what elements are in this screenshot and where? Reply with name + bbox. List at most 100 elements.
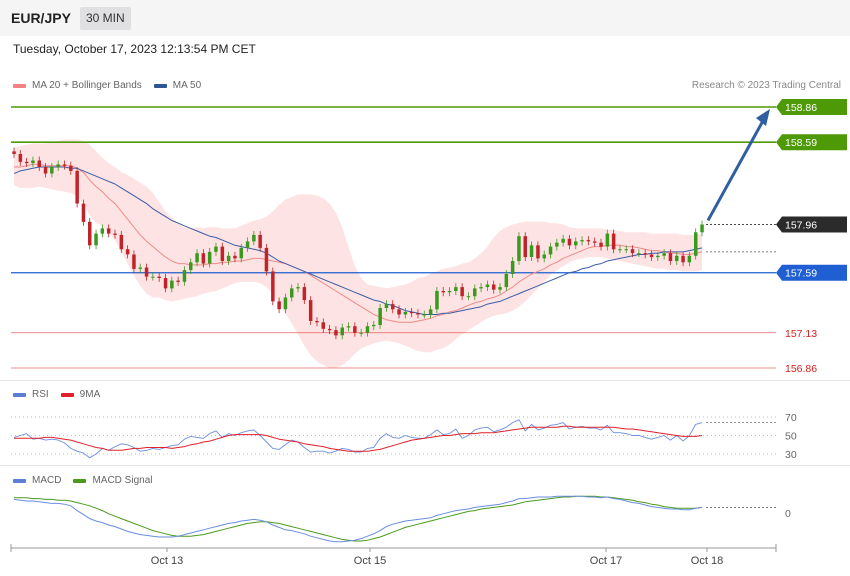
candle-body xyxy=(492,284,496,290)
candle-body xyxy=(567,238,572,246)
candle-body xyxy=(681,255,685,263)
candle-body xyxy=(441,291,445,293)
candle-body xyxy=(113,233,117,235)
candle-body xyxy=(346,326,351,328)
resistance-label: 158.86 xyxy=(785,102,817,114)
legend-swatch xyxy=(13,478,26,483)
candle-body xyxy=(31,160,35,164)
candle-body xyxy=(447,291,452,293)
candle-body xyxy=(523,236,527,258)
candle-body xyxy=(422,314,426,316)
rsi-level-label: 30 xyxy=(785,449,797,461)
candle-body xyxy=(365,326,370,333)
candle-body xyxy=(460,287,464,297)
candle-body xyxy=(473,288,477,297)
candle-body xyxy=(529,245,534,257)
candle-body xyxy=(277,301,281,310)
rsi-level-label: 70 xyxy=(785,412,797,424)
candle-body xyxy=(649,254,654,258)
candle-body xyxy=(643,253,647,255)
candle-body xyxy=(334,330,338,336)
candle-body xyxy=(321,322,325,329)
candle-body xyxy=(428,309,433,315)
candle-body xyxy=(189,262,193,271)
candle-body xyxy=(416,313,420,315)
legend-ma50: MA 50 xyxy=(153,80,201,91)
candle-body xyxy=(662,253,666,256)
candle-body xyxy=(510,261,515,274)
candle-body xyxy=(75,170,79,204)
candle-body xyxy=(220,246,225,261)
rsi-legend: RSI 9MA xyxy=(13,389,112,400)
forecast-arrow-head xyxy=(756,109,770,126)
candle-body xyxy=(106,228,111,234)
panel-divider xyxy=(0,380,850,381)
candle-body xyxy=(391,304,395,310)
candle-body xyxy=(586,240,591,242)
support-label: 156.86 xyxy=(785,363,817,375)
x-tick-label: Oct 13 xyxy=(151,555,183,567)
macd-signal-line xyxy=(14,495,703,542)
x-tick-label: Oct 15 xyxy=(354,555,386,567)
candle-body xyxy=(119,234,124,250)
last-price-label: 157.96 xyxy=(785,219,817,231)
candle-body xyxy=(599,242,603,247)
candle-body xyxy=(308,300,313,321)
candle-body xyxy=(56,164,60,167)
legend-ma20-bb: MA 20 + Bollinger Bands xyxy=(13,80,142,91)
candle-body xyxy=(548,246,553,255)
x-tick-label: Oct 17 xyxy=(590,555,622,567)
candle-body xyxy=(207,251,212,264)
legend-swatch xyxy=(73,478,87,483)
candle-body xyxy=(536,245,540,259)
candle-body xyxy=(264,247,269,272)
panel-divider xyxy=(0,465,850,466)
candle-body xyxy=(630,249,635,254)
candle-body xyxy=(504,274,509,288)
candle-body xyxy=(353,326,357,333)
candle-body xyxy=(397,309,401,315)
candle-body xyxy=(182,270,187,282)
support-label: 157.13 xyxy=(785,328,817,340)
candle-body xyxy=(561,238,565,243)
legend-label: RSI xyxy=(32,389,49,400)
candle-body xyxy=(479,287,483,289)
legend-swatch xyxy=(60,392,74,397)
rsi-line xyxy=(13,419,703,459)
candle-body xyxy=(195,253,199,263)
candle-body xyxy=(163,278,168,289)
timestamp: Tuesday, October 17, 2023 12:13:54 PM CE… xyxy=(13,42,256,56)
candle-body xyxy=(88,221,92,246)
legend-label: MACD xyxy=(32,475,62,486)
legend-rsi: RSI xyxy=(13,389,49,400)
candle-body xyxy=(290,288,294,298)
credit-text: Research © 2023 Trading Central xyxy=(691,80,841,91)
candle-body xyxy=(94,233,98,246)
candle-body xyxy=(700,224,704,233)
candle-body xyxy=(637,253,641,255)
bollinger-band xyxy=(14,139,702,368)
candle-body xyxy=(675,255,679,261)
legend-swatch xyxy=(153,83,167,88)
legend-rsi-9ma: 9MA xyxy=(60,389,100,400)
candle-body xyxy=(245,241,250,248)
symbol-label: EUR/JPY xyxy=(11,10,71,26)
candle-body xyxy=(81,203,86,222)
candle-body xyxy=(403,311,408,315)
candle-body xyxy=(359,332,363,334)
x-tick-label: Oct 18 xyxy=(691,555,723,567)
candle-body xyxy=(138,267,142,269)
candle-body xyxy=(687,255,692,263)
candle-body xyxy=(517,236,521,261)
last-price-tag xyxy=(776,216,847,233)
timeframe-badge[interactable]: 30 MIN xyxy=(80,7,131,30)
legend-swatch xyxy=(13,392,26,397)
candle-body xyxy=(580,240,584,242)
legend-macd: MACD xyxy=(13,475,61,486)
candle-body xyxy=(258,234,262,248)
candle-body xyxy=(50,167,54,174)
candle-body xyxy=(435,291,439,310)
candle-body xyxy=(214,246,218,252)
candle-body xyxy=(624,249,628,251)
